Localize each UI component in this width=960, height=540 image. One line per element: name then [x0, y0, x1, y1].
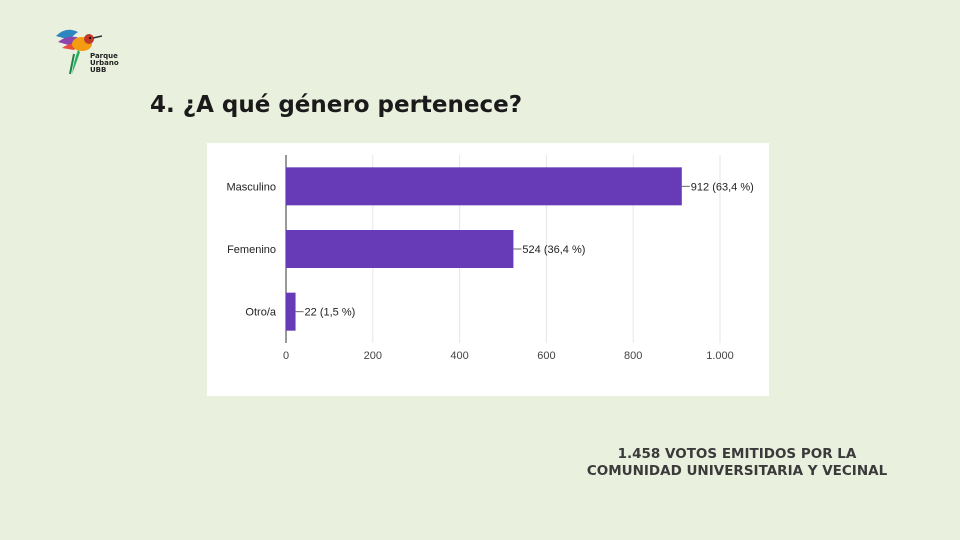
footer-line-2: COMUNIDAD UNIVERSITARIA Y VECINAL: [586, 463, 888, 479]
category-label: Otro/a: [245, 307, 276, 319]
bar: [286, 167, 682, 206]
data-label: 912 (63,4 %): [691, 181, 754, 193]
bar: [286, 292, 296, 331]
footer-note: 1.458 VOTOS EMITIDOS POR LA COMUNIDAD UN…: [560, 446, 914, 480]
x-tick-label: 200: [364, 350, 382, 362]
logo-line-3: UBB: [90, 66, 107, 74]
x-tick-label: 1.000: [706, 350, 734, 362]
page-title: 4. ¿A qué género pertenece?: [150, 92, 523, 118]
x-tick-label: 400: [450, 350, 468, 362]
data-label: 524 (36,4 %): [522, 244, 585, 256]
logo-text: Parque Urbano UBB: [90, 53, 119, 74]
logo-line-1: Parque: [90, 52, 118, 60]
bar: [286, 230, 514, 268]
logo: [52, 24, 128, 80]
category-label: Masculino: [226, 181, 276, 193]
x-tick-label: 600: [537, 350, 555, 362]
x-tick-label: 800: [624, 350, 642, 362]
x-tick-label: 0: [283, 350, 289, 362]
footer-line-1: 1.458 VOTOS EMITIDOS POR LA: [617, 446, 857, 462]
category-label: Femenino: [227, 244, 276, 256]
data-label: 22 (1,5 %): [305, 307, 356, 319]
logo-line-2: Urbano: [90, 59, 119, 67]
bar-chart: 0 200 400 600 800 1.000 Masculino 912 (63,4 %) F…: [226, 155, 754, 362]
chart-card: 0 200 400 600 800 1.000 Masculino 912 (63,4 %) F…: [207, 143, 769, 396]
hummingbird-icon: [56, 29, 103, 75]
